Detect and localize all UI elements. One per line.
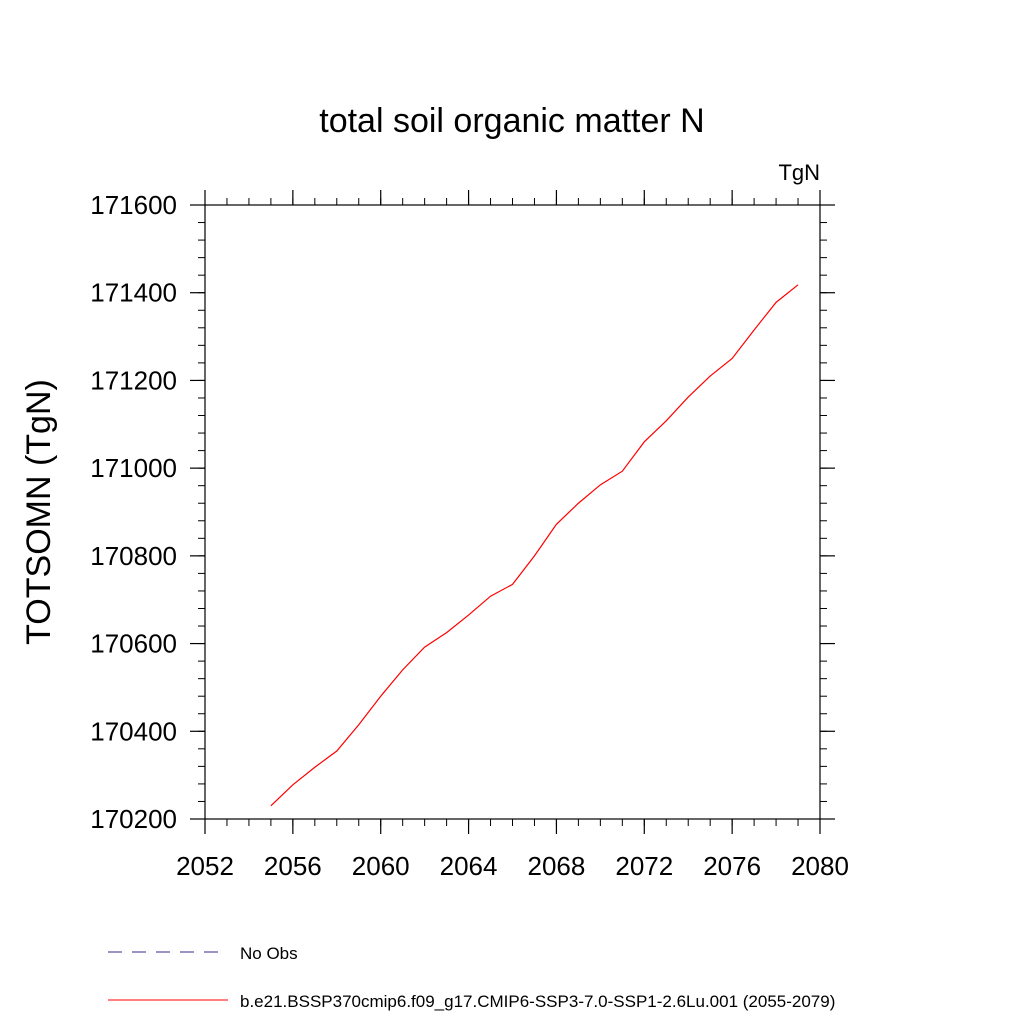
x-tick-label: 2056 [264, 851, 322, 881]
x-tick-label: 2076 [703, 851, 761, 881]
axes: 2052 2056 2060 2064 2068 2072 2076 2080 170200 17… [90, 190, 849, 881]
x-tick-label: 2060 [352, 851, 410, 881]
x-tick-label: 2080 [791, 851, 849, 881]
series-lines [270, 284, 799, 807]
y-tick-label: 171200 [90, 365, 177, 395]
x-tick-label: 2052 [176, 851, 234, 881]
series-line-1 [270, 284, 799, 807]
y-tick-label: 170800 [90, 541, 177, 571]
x-tick-label: 2072 [615, 851, 673, 881]
y-tick-label: 170600 [90, 629, 177, 659]
x-tick-label: 2068 [528, 851, 586, 881]
y-tick-label: 171600 [90, 190, 177, 220]
y-axis-label: TOTSOMN (TgN) [20, 379, 58, 645]
plot-frame [204, 204, 821, 820]
chart-title: total soil organic matter N [319, 102, 705, 140]
legend-label-0: No Obs [240, 944, 298, 963]
y-tick-label: 170400 [90, 716, 177, 746]
y-tick-label: 170200 [90, 804, 177, 834]
y-tick-label: 171400 [90, 278, 177, 308]
units-label: TgN [778, 160, 820, 185]
legend-label-1: b.e21.BSSP370cmip6.f09_g17.CMIP6-SSP3-7.… [240, 992, 835, 1011]
x-tick-label: 2064 [440, 851, 498, 881]
y-tick-label: 171000 [90, 453, 177, 483]
legend: No Obs b.e21.BSSP370cmip6.f09_g17.CMIP6-S… [108, 944, 835, 1011]
